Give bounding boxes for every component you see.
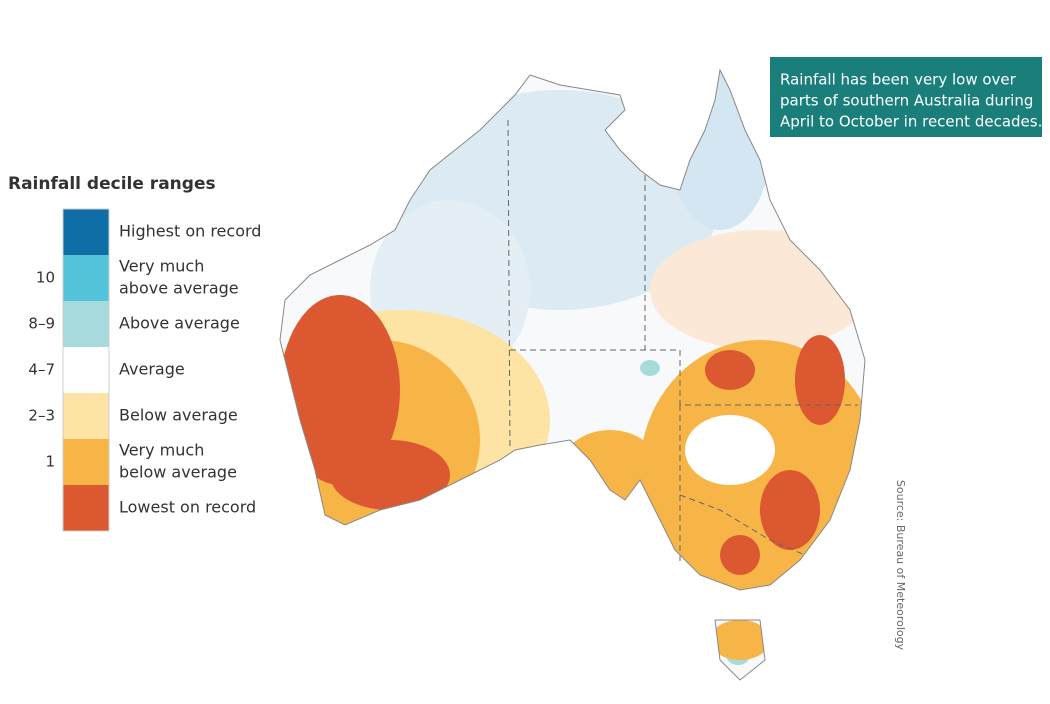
legend-label: Below average [119,406,238,425]
legend-label: Above average [119,314,240,333]
decile-label: 4–7 [28,361,55,379]
legend-swatch [63,347,109,393]
decile-label: 1 [45,453,55,471]
legend-title: Rainfall decile ranges [8,174,216,194]
callout-box [770,57,1042,137]
legend-label: Very much [119,441,204,460]
legend-label: Average [119,360,185,379]
legend-label: Highest on record [119,222,261,241]
legend: Highest on record Very much above average 1… [28,208,261,532]
legend-label: above average [119,279,239,298]
callout-text: Rainfall has been very low over [780,71,1017,89]
legend-label: Very much [119,257,204,276]
legend-swatch [63,209,109,255]
decile-label: 2–3 [28,407,55,425]
rainfall-map [280,70,865,680]
callout-text: April to October in recent decades. [780,113,1042,131]
legend-swatch [63,393,109,439]
legend-label: below average [119,463,237,482]
decile-label: 10 [36,269,55,287]
source: Source: Bureau of Meteorology [894,480,907,651]
legend-swatch [63,439,109,485]
callout-text: parts of southern Australia during [780,92,1033,110]
state-borders [507,119,858,565]
legend-label: Lowest on record [119,498,256,517]
decile-label: 8–9 [28,315,55,333]
legend-swatch [63,485,109,531]
legend-swatch [63,301,109,347]
legend-frame [62,208,110,532]
coastline [279,68,866,681]
legend-swatch [63,255,109,301]
callout: Rainfall has been very low over parts of … [780,71,1042,131]
